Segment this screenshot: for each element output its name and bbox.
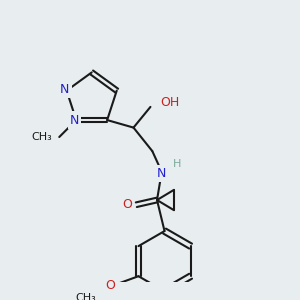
Text: CH₃: CH₃	[31, 132, 52, 142]
Text: O: O	[105, 279, 115, 292]
Text: N: N	[157, 167, 166, 180]
Text: CH₃: CH₃	[75, 293, 96, 300]
Text: OH: OH	[160, 96, 179, 109]
Text: N: N	[70, 114, 79, 127]
Text: O: O	[122, 198, 132, 211]
Text: N: N	[60, 83, 69, 96]
Text: H: H	[173, 159, 182, 169]
